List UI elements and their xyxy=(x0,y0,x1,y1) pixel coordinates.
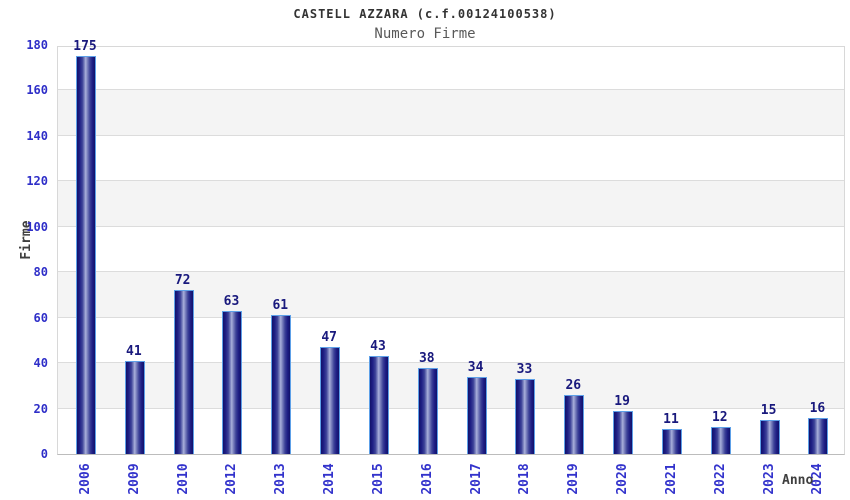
bar-2006 xyxy=(76,56,96,454)
bar-value-label: 11 xyxy=(663,412,679,427)
gridline xyxy=(58,271,844,273)
y-tick-label: 0 xyxy=(40,447,48,461)
x-tick-label: 2022 xyxy=(712,463,728,495)
bar-2016 xyxy=(417,367,438,454)
bar-value-label: 33 xyxy=(516,362,533,378)
bar-value-label: 72 xyxy=(174,273,191,289)
x-tick-label: 2012 xyxy=(224,463,240,495)
plot-band xyxy=(58,90,844,136)
y-tick-label: 120 xyxy=(26,174,48,189)
x-tick-label: 2009 xyxy=(126,463,142,495)
bar-2019 xyxy=(564,394,585,454)
bar-2024 xyxy=(808,417,829,454)
gridline xyxy=(58,225,844,227)
bar-value-label: 61 xyxy=(272,298,289,314)
x-tick-label: 2016 xyxy=(419,463,435,495)
bar-2018 xyxy=(515,379,536,454)
x-tick-label: 2010 xyxy=(175,463,191,495)
x-tick-label: 2013 xyxy=(273,463,289,495)
y-tick-label: 160 xyxy=(26,83,48,98)
chart-title: CASTELL AZZARA (c.f.00124100538) xyxy=(293,7,557,21)
x-tick-label: 2023 xyxy=(761,463,777,495)
x-tick-label: 2019 xyxy=(566,463,582,495)
bar-2014 xyxy=(320,347,341,454)
x-tick-label: 2018 xyxy=(517,463,533,495)
y-tick-label: 80 xyxy=(33,265,48,280)
x-tick-label: 2021 xyxy=(663,463,679,495)
bar-value-label: 26 xyxy=(565,377,582,393)
gridline xyxy=(58,316,844,318)
bar-value-label: 34 xyxy=(467,359,484,375)
bar-value-label: 47 xyxy=(321,330,337,346)
bar-2020 xyxy=(613,410,634,454)
bar-2015 xyxy=(368,356,389,454)
bar-2012 xyxy=(222,310,243,454)
bar-2013 xyxy=(271,315,292,454)
plot-area xyxy=(57,46,845,455)
bar-2021 xyxy=(661,429,682,454)
x-tick-label: 2006 xyxy=(78,463,93,495)
bar-2010 xyxy=(173,290,194,454)
y-tick-label: 100 xyxy=(26,219,48,234)
x-tick-label: 2020 xyxy=(615,463,631,495)
gridline xyxy=(58,89,844,91)
x-tick-label: 2017 xyxy=(468,463,484,495)
bar-2022 xyxy=(710,426,731,454)
bar-value-label: 15 xyxy=(760,402,777,418)
bar-value-label: 175 xyxy=(73,39,97,55)
gridline xyxy=(58,407,844,409)
bar-value-label: 41 xyxy=(126,343,142,359)
bar-value-label: 19 xyxy=(614,393,630,409)
chart-subtitle: Numero Firme xyxy=(374,26,476,42)
x-axis-label: Anno xyxy=(782,473,814,488)
plot-band xyxy=(58,181,844,227)
y-tick-label: 140 xyxy=(26,128,48,143)
gridline xyxy=(58,362,844,364)
bar-value-label: 16 xyxy=(809,400,826,416)
gridline xyxy=(58,180,844,182)
bar-2009 xyxy=(124,360,145,454)
bar-value-label: 38 xyxy=(418,350,435,366)
bar-2023 xyxy=(759,419,780,454)
y-tick-label: 20 xyxy=(33,401,48,416)
y-tick-label: 180 xyxy=(26,38,48,52)
bar-value-label: 12 xyxy=(711,409,728,425)
y-tick-label: 40 xyxy=(33,356,48,371)
x-tick-label: 2014 xyxy=(322,463,338,495)
bar-value-label: 63 xyxy=(223,293,240,309)
y-tick-label: 60 xyxy=(33,310,48,325)
x-tick-label: 2015 xyxy=(370,463,386,495)
gridline xyxy=(58,134,844,136)
bar-value-label: 43 xyxy=(370,339,386,355)
bar-2017 xyxy=(466,376,487,454)
